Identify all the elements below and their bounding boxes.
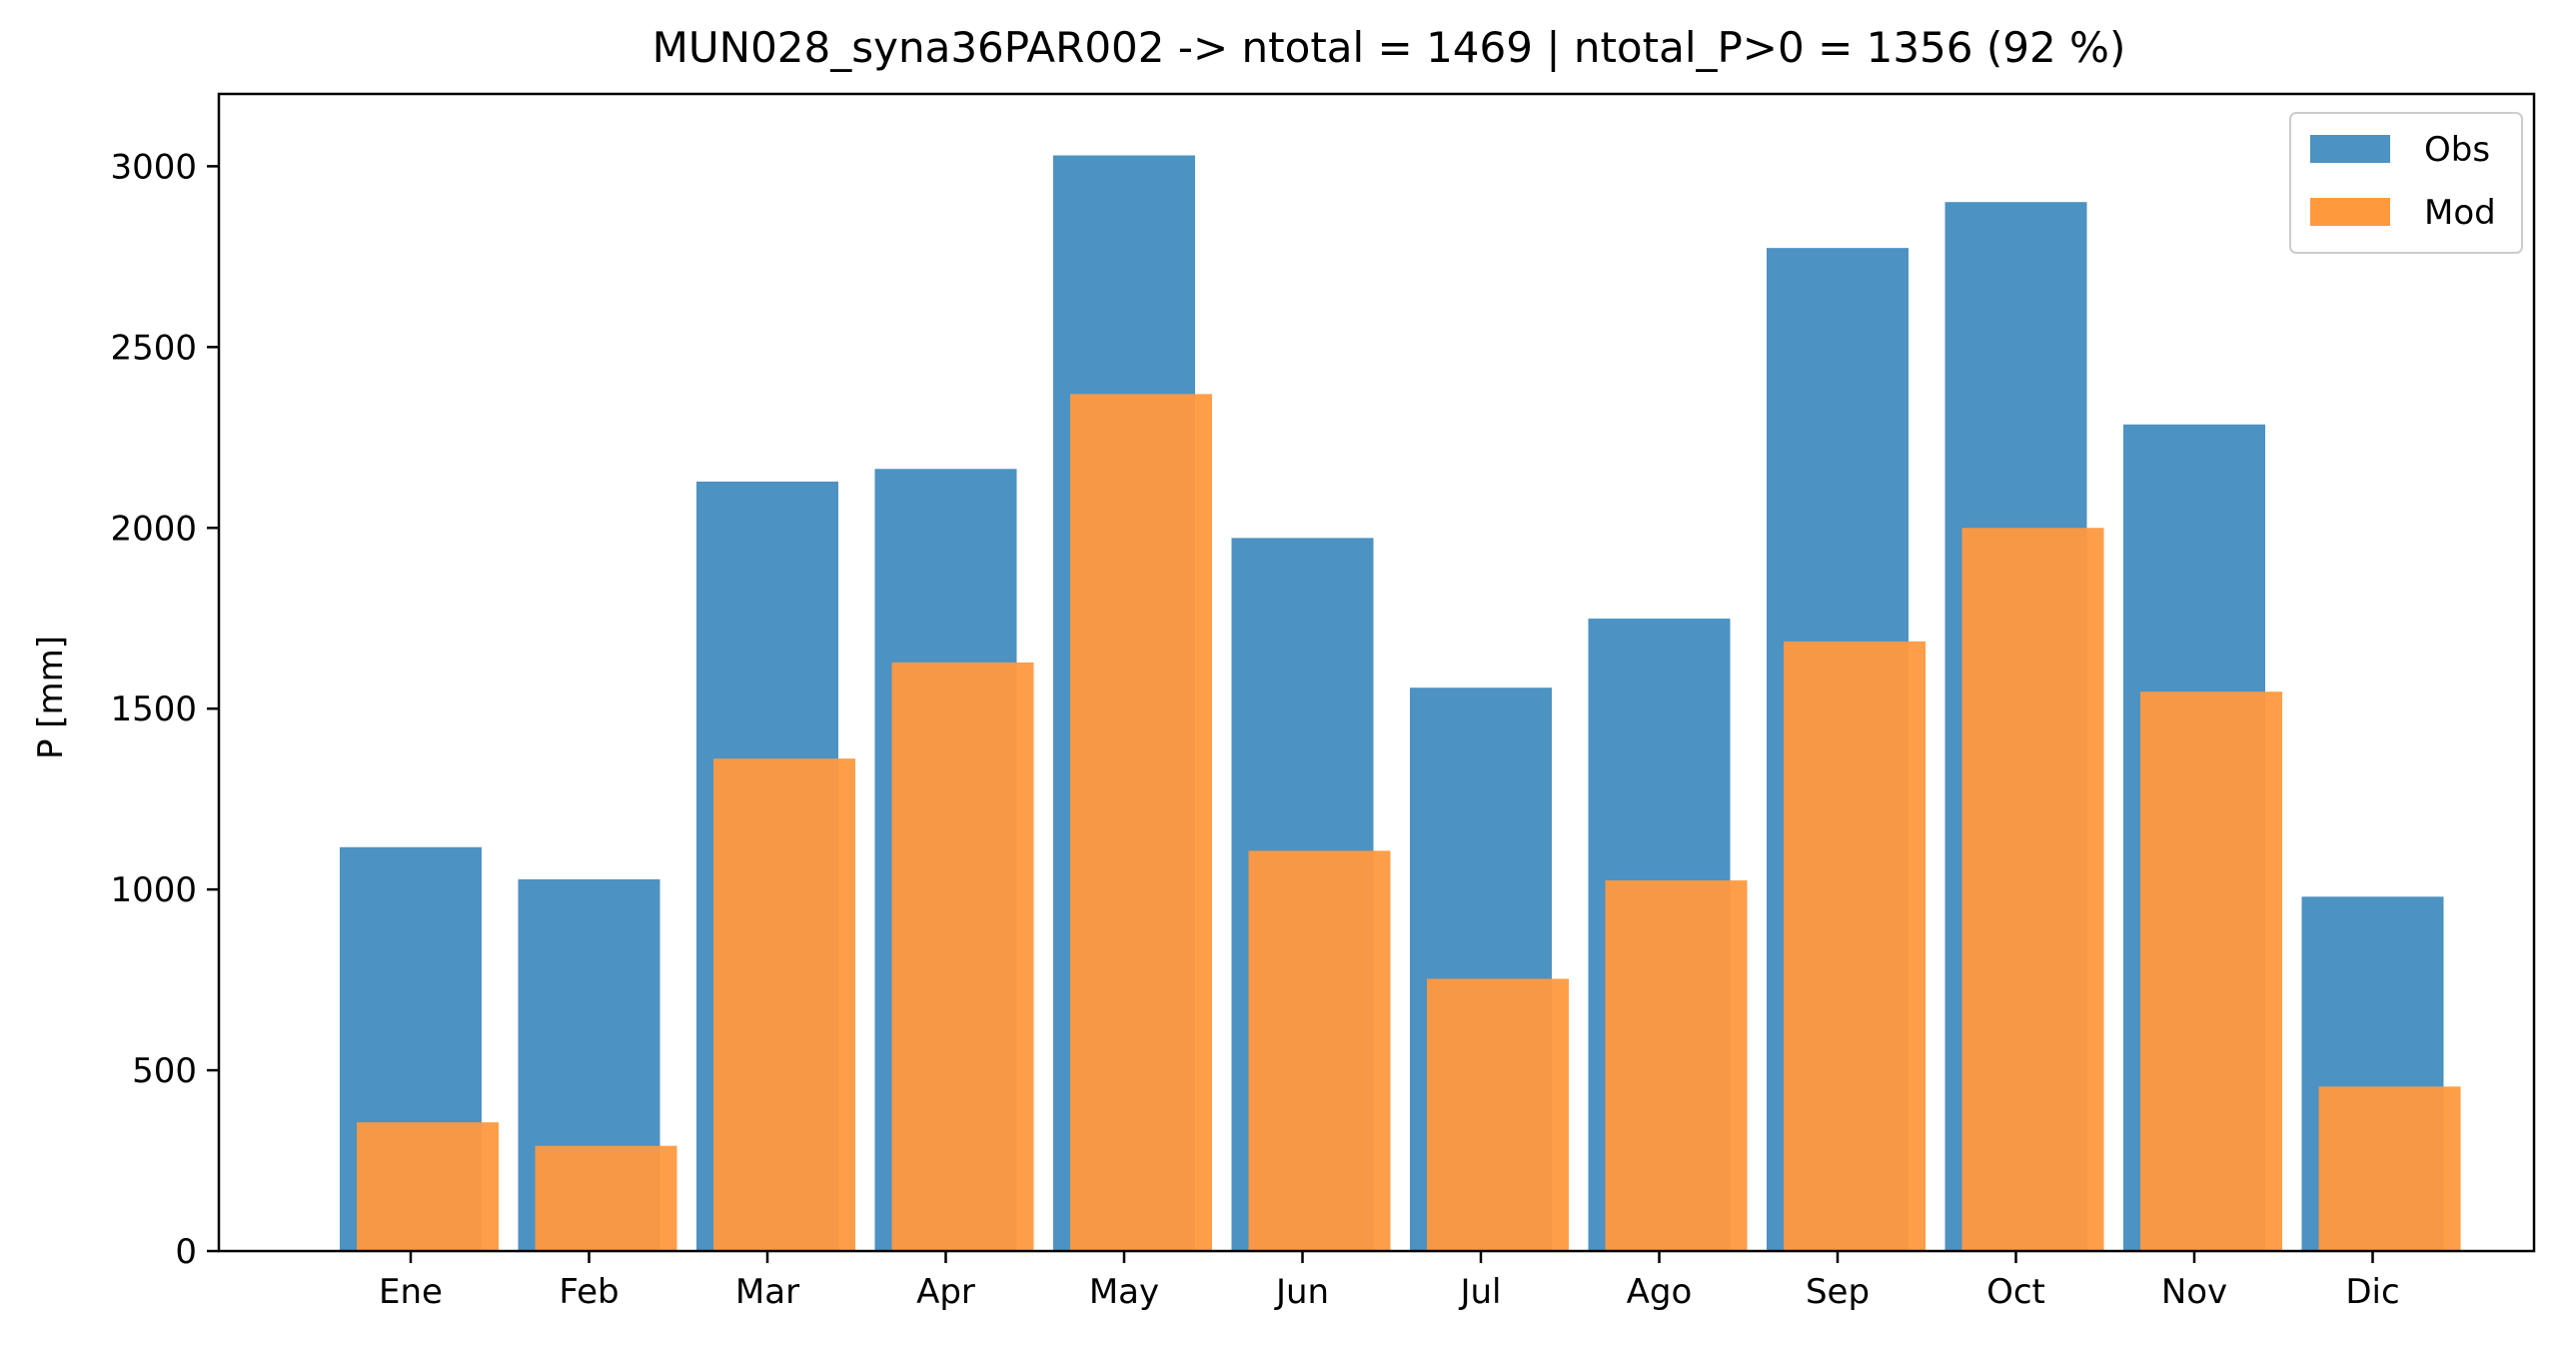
x-tick-label: Ago bbox=[1627, 1272, 1693, 1312]
bar-mod-ago bbox=[1605, 880, 1748, 1251]
x-tick-label: Apr bbox=[916, 1272, 975, 1312]
bar-mod-sep bbox=[1784, 641, 1926, 1251]
chart-title: MUN028_syna36PAR002 -> ntotal = 1469 | n… bbox=[652, 23, 2126, 72]
y-tick-label: 1500 bbox=[110, 689, 197, 729]
bar-mod-dic bbox=[2318, 1086, 2461, 1251]
bar-mod-feb bbox=[535, 1145, 677, 1251]
x-tick-label: Oct bbox=[1986, 1272, 2045, 1312]
y-tick-label: 1000 bbox=[110, 870, 197, 910]
legend-label-mod: Mod bbox=[2424, 193, 2496, 233]
y-tick-label: 0 bbox=[175, 1232, 197, 1272]
x-tick-label: Jul bbox=[1458, 1272, 1501, 1312]
x-tick-label: May bbox=[1089, 1272, 1159, 1312]
bar-mod-oct bbox=[1961, 528, 2104, 1251]
legend-swatch-obs bbox=[2310, 135, 2390, 163]
legend-swatch-mod bbox=[2310, 198, 2390, 226]
plot-frame bbox=[217, 92, 2536, 1253]
bar-mod-mar bbox=[713, 758, 855, 1251]
x-tick-label: Dic bbox=[2345, 1272, 2399, 1312]
bar-mod-apr bbox=[891, 662, 1034, 1251]
bar-mod-may bbox=[1070, 394, 1212, 1251]
y-axis-label: P [mm] bbox=[31, 636, 71, 759]
y-tick-label: 3000 bbox=[110, 147, 197, 187]
y-tick-label: 2000 bbox=[110, 509, 197, 549]
x-tick-label: Ene bbox=[379, 1272, 443, 1312]
y-tick-label: 2500 bbox=[110, 328, 197, 368]
bar-mod-jun bbox=[1248, 850, 1391, 1251]
y-tick-label: 500 bbox=[132, 1051, 197, 1091]
legend-label-obs: Obs bbox=[2424, 130, 2490, 170]
legend: Obs Mod bbox=[2289, 112, 2523, 254]
x-tick-label: Mar bbox=[735, 1272, 799, 1312]
x-tick-label: Jun bbox=[1274, 1272, 1329, 1312]
x-tick-label: Sep bbox=[1806, 1272, 1870, 1312]
bars-layer bbox=[340, 155, 2461, 1251]
bar-mod-ene bbox=[357, 1122, 499, 1251]
bar-mod-nov bbox=[2140, 691, 2282, 1251]
x-tick-label: Feb bbox=[559, 1272, 619, 1312]
x-tick-label: Nov bbox=[2161, 1272, 2227, 1312]
axes-layer: 0 500 1000 1500 2000 2500 3000 Ene Feb Mar Apr May J… bbox=[110, 92, 2536, 1312]
bar-mod-jul bbox=[1427, 978, 1569, 1251]
